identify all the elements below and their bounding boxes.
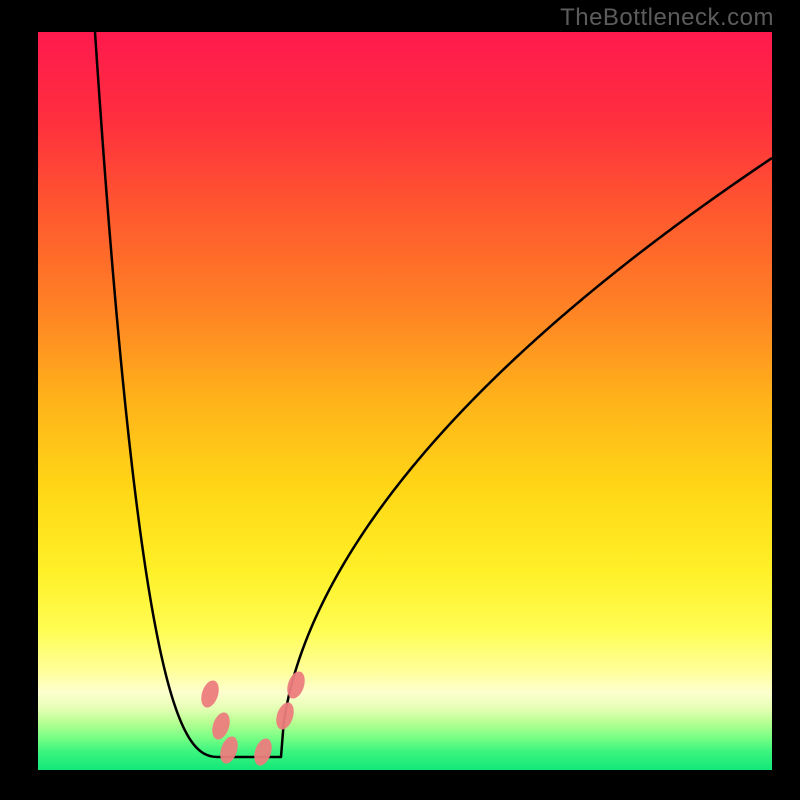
bottleneck-chart xyxy=(0,0,800,800)
chart-background xyxy=(38,32,772,770)
